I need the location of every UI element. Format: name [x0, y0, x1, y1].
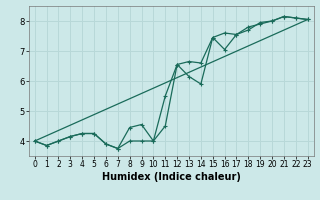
X-axis label: Humidex (Indice chaleur): Humidex (Indice chaleur) — [102, 172, 241, 182]
